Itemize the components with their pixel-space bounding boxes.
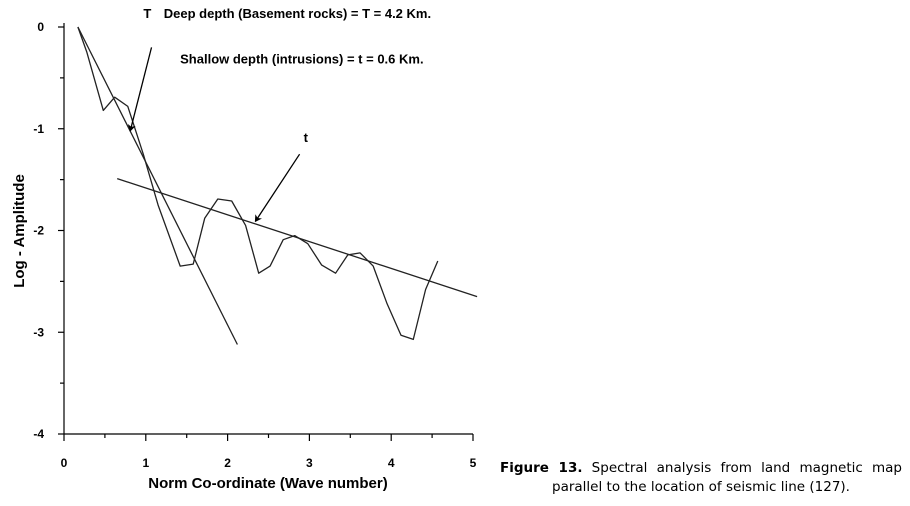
x-axis-label: Norm Co-ordinate (Wave number) <box>148 475 387 492</box>
arrow-layer <box>127 47 301 223</box>
x-tick-label: 3 <box>306 456 313 470</box>
annotation-label: T <box>143 6 151 21</box>
y-tick-label: -3 <box>33 325 44 339</box>
series-line-t <box>77 26 238 345</box>
annotation-label: Deep depth (Basement rocks) = T = 4.2 Km… <box>164 6 431 21</box>
y-tick-label: -4 <box>33 427 44 441</box>
y-tick-label: -1 <box>33 122 44 136</box>
x-ticks: 0 1 2 3 4 5 <box>61 434 477 470</box>
arrow-t <box>127 47 153 132</box>
caption-label: Figure 13. <box>500 460 583 476</box>
x-tick-label: 0 <box>61 456 68 470</box>
axes: 0 -1 -2 -3 -4 0 1 2 3 4 5 <box>33 20 476 470</box>
x-tick-label: 5 <box>470 456 477 470</box>
y-tick-label: -2 <box>33 224 44 238</box>
annotation-label: t <box>304 130 309 145</box>
x-tick-label: 2 <box>224 456 231 470</box>
caption-text: Spectral analysis from land magnetic map… <box>552 460 902 495</box>
annotation-label: Shallow depth (intrusions) = t = 0.6 Km. <box>180 52 423 67</box>
annotation-layer: T Deep depth (Basement rocks) = T = 4.2 K… <box>143 6 431 145</box>
series-line-t <box>116 177 478 298</box>
figure-caption: Figure 13. Spectral analysis from land m… <box>500 459 902 497</box>
x-tick-label: 4 <box>388 456 395 470</box>
series-layer <box>77 26 478 345</box>
y-tick-label: 0 <box>37 20 44 34</box>
x-tick-label: 1 <box>142 456 149 470</box>
y-ticks: 0 -1 -2 -3 -4 <box>33 20 64 441</box>
arrow-t <box>254 153 301 223</box>
y-axis-label: Log - Amplitude <box>11 174 28 288</box>
